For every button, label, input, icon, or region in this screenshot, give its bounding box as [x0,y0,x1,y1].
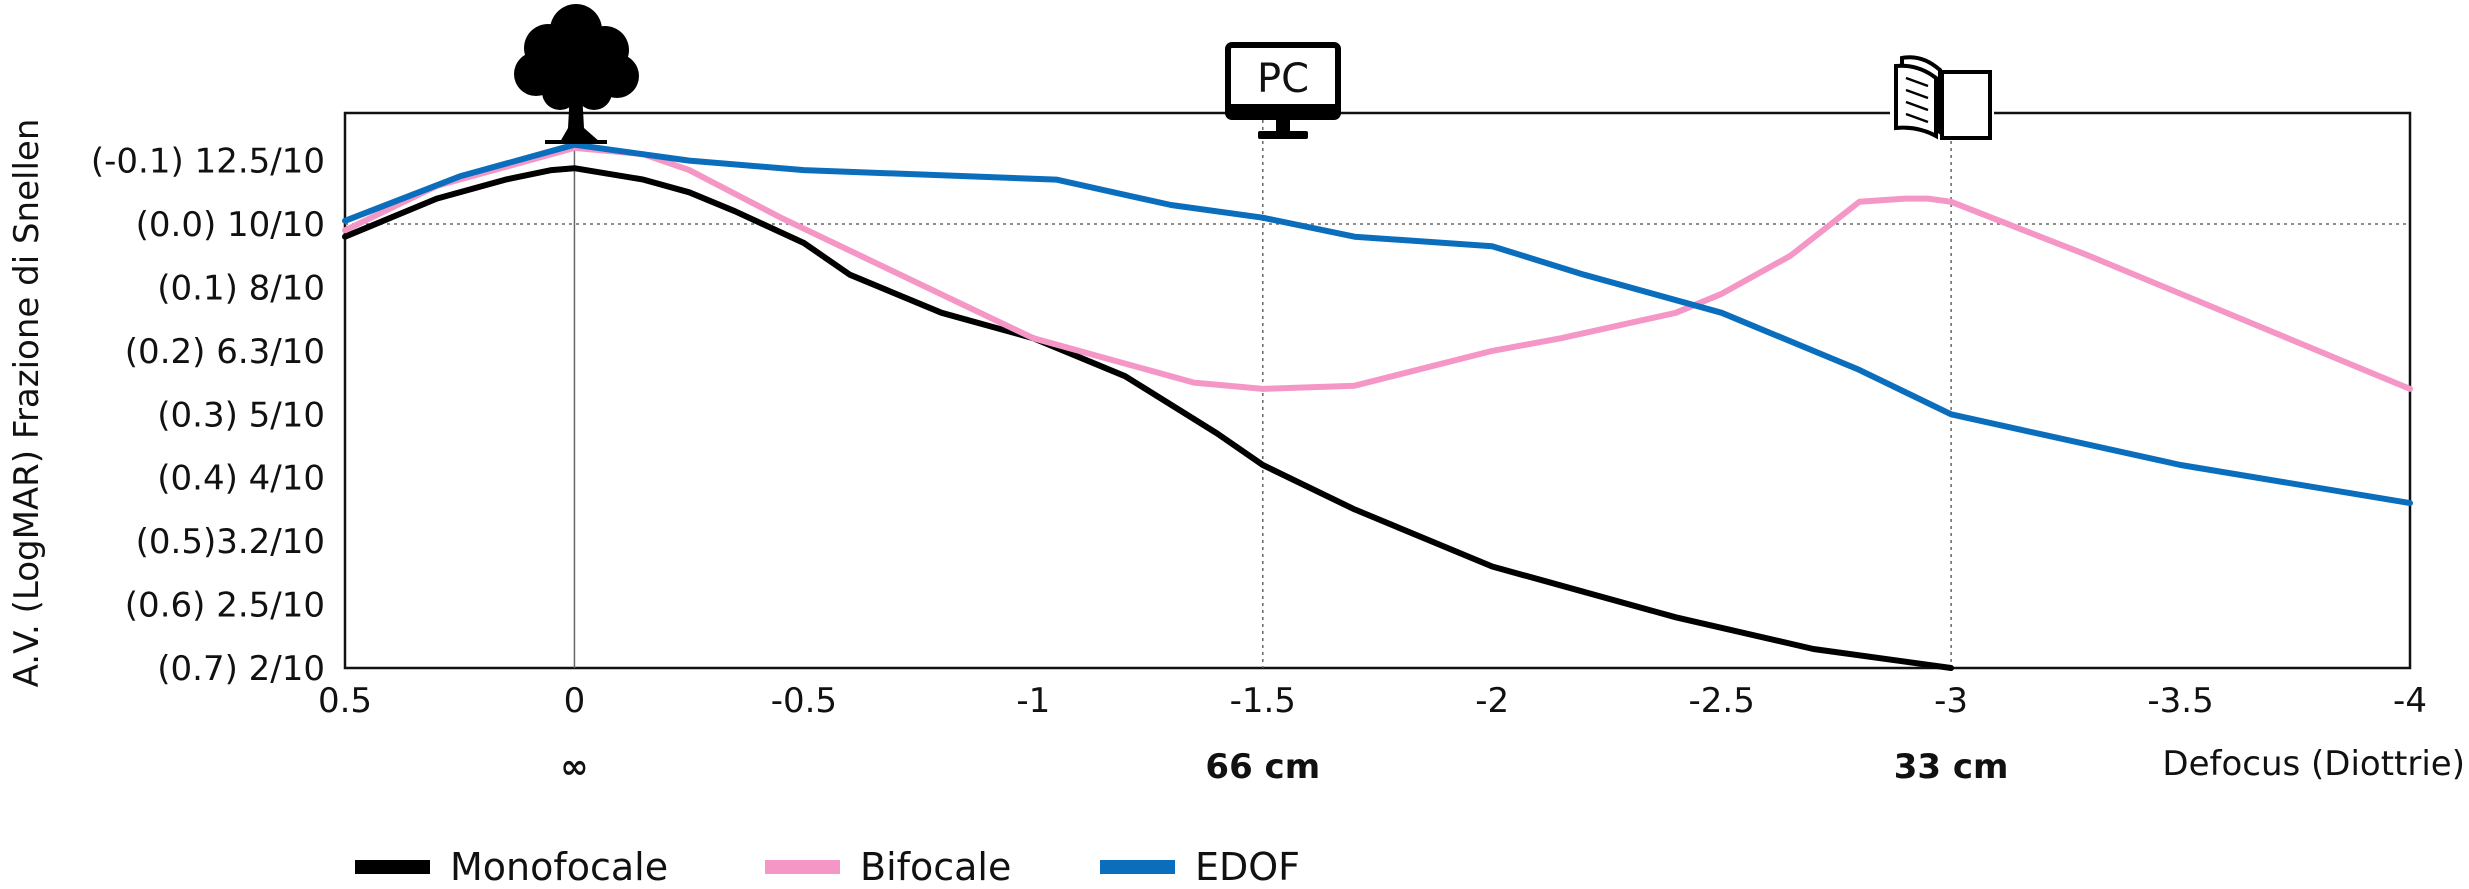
legend-label-monofocale: Monofocale [450,845,668,889]
tree-icon [514,4,639,144]
y-tick-label: (-0.1) 12.5/10 [91,142,325,182]
legend-swatch-monofocale [355,860,430,874]
plot-area-frame [343,111,2412,670]
y-tick-label: (0.7) 2/10 [157,649,325,689]
monitor-icon: PC [1225,42,1341,139]
legend-label-edof: EDOF [1195,845,1300,889]
x-tick-label: -1 [1016,681,1050,721]
x-tick-label: -2.5 [1688,681,1754,721]
distance-label: 33 cm [1894,747,2009,787]
y-tick-label: (0.2) 6.3/10 [125,332,325,372]
legend: Monofocale Bifocale EDOF [355,845,1300,889]
x-tick-label: -3.5 [2147,681,2213,721]
y-tick-label: (0.5)3.2/10 [136,522,325,562]
x-tick-label: -2 [1475,681,1509,721]
series-line-monofocale [342,165,1955,671]
monitor-label: PC [1257,56,1309,102]
y-tick-label: (0.6) 2.5/10 [125,586,325,626]
x-tick-label: -1.5 [1230,681,1296,721]
x-axis-title: Defocus (Diottrie) [2162,744,2465,784]
x-tick-label: -4 [2393,681,2427,721]
y-tick-label: (0.3) 5/10 [157,395,325,435]
distance-labels: ∞ 66 cm 33 cm [560,747,2008,787]
grid-lines [345,113,2410,668]
series-lines [342,141,2413,671]
x-tick-label: -3 [1934,681,1968,721]
x-tick-label: -0.5 [771,681,837,721]
x-tick-label: 0 [564,681,586,721]
distance-label: ∞ [560,747,588,787]
legend-swatch-edof [1100,860,1175,874]
x-tick-labels: 0.5 0 -0.5 -1 -1.5 -2 -2.5 -3 -3.5 -4 [318,681,2427,721]
book-icon [1890,52,1994,140]
legend-label-bifocale: Bifocale [860,845,1011,889]
y-tick-labels: (-0.1) 12.5/10 (0.0) 10/10 (0.1) 8/10 (0.2)… [91,142,325,689]
y-axis-title: A.V. (LogMAR) Frazione di Snellen [7,119,47,688]
y-tick-label: (0.1) 8/10 [157,268,325,308]
x-tick-label: 0.5 [318,681,372,721]
series-line-edof [342,141,2413,507]
y-tick-label: (0.0) 10/10 [136,205,325,245]
y-tick-label: (0.4) 4/10 [157,459,325,499]
legend-swatch-bifocale [765,860,840,874]
distance-label: 66 cm [1205,747,1320,787]
